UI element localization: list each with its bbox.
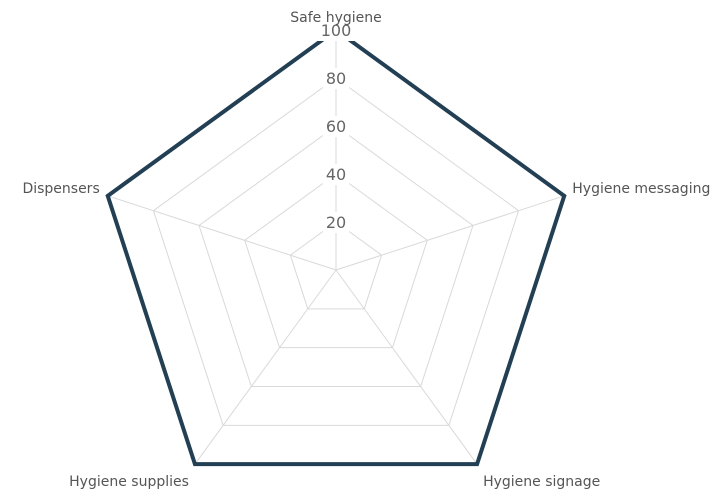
grid-spoke	[335, 269, 478, 465]
tick-label-background	[322, 68, 350, 89]
grid-ring	[152, 77, 520, 426]
grid-ring	[244, 173, 428, 349]
tick-label: 40	[326, 165, 346, 184]
tick-label-background	[322, 116, 350, 137]
tick-label: 60	[326, 117, 346, 136]
tick-label: 20	[326, 213, 346, 232]
tick-label-background	[317, 20, 355, 41]
tick-label: 80	[326, 69, 346, 88]
grid-ring	[289, 221, 383, 310]
grid-spoke	[107, 195, 337, 271]
axis-label: Hygiene supplies	[69, 474, 189, 490]
tick-label: 100	[321, 21, 352, 40]
axis-label: Dispensers	[22, 181, 99, 197]
tick-label-background	[322, 164, 350, 185]
grid-ring	[198, 125, 474, 387]
axis-label: Hygiene signage	[483, 474, 600, 490]
tick-layer: 20 40 60 80 100	[317, 20, 355, 233]
tick-label-background	[322, 212, 350, 233]
axis-label: Safe hygiene	[290, 10, 382, 26]
axis-label: Hygiene messaging	[572, 181, 710, 197]
series-polygon	[105, 27, 567, 467]
grid-spoke	[335, 195, 565, 271]
grid-layer	[107, 29, 565, 465]
grid-spoke	[194, 269, 337, 465]
series-layer	[105, 27, 567, 467]
axis-label-layer: Safe hygiene Hygiene messaging Hygiene sig…	[22, 10, 710, 490]
